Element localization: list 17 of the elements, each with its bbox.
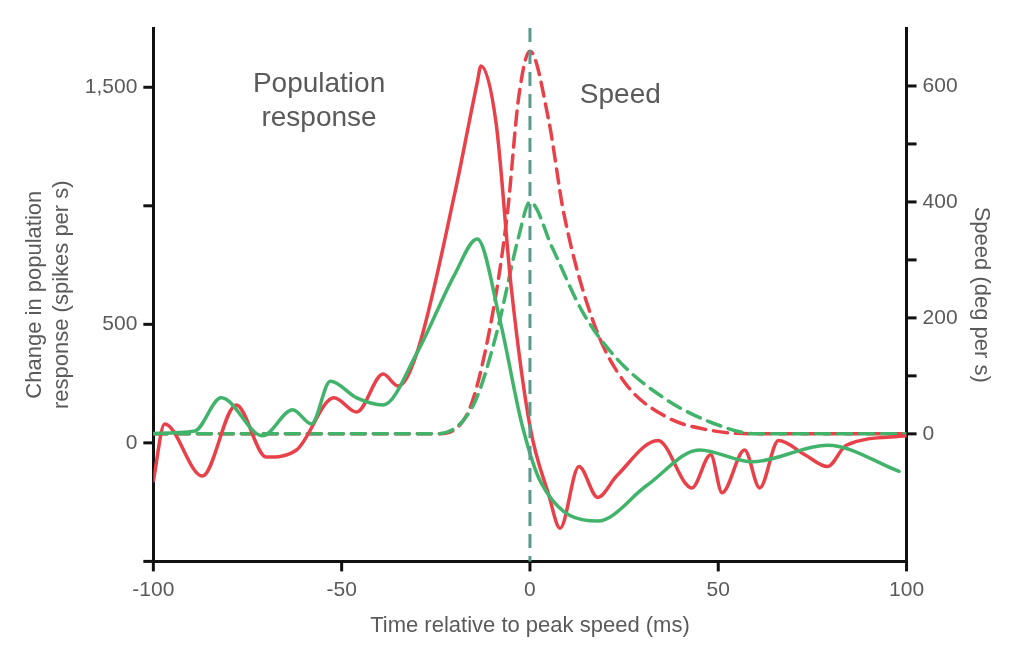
y-tick-label: 0 bbox=[125, 429, 138, 453]
annotation: Population response bbox=[252, 67, 386, 133]
x-tick-label: -100 bbox=[132, 576, 175, 600]
y-tick-label: 500 bbox=[102, 311, 138, 335]
y-axis-title: Change in population response (spikes per s) bbox=[21, 180, 73, 410]
x-tick-label: 50 bbox=[706, 576, 730, 600]
x-axis-title: Time relative to peak speed (ms) bbox=[370, 611, 690, 637]
y2-tick-label: 0 bbox=[922, 420, 935, 444]
y2-axis-title: Speed (deg per s) bbox=[969, 206, 995, 383]
annotation: Speed bbox=[579, 77, 661, 109]
y2-tick-label: 400 bbox=[922, 188, 958, 212]
x-tick-label: 0 bbox=[524, 576, 536, 600]
y-tick-label: 1,500 bbox=[84, 74, 138, 98]
y2-tick-label: 200 bbox=[922, 304, 958, 328]
x-tick-label: -50 bbox=[326, 576, 357, 600]
x-tick-label: 100 bbox=[889, 576, 925, 600]
y2-tick-label: 600 bbox=[922, 72, 958, 96]
